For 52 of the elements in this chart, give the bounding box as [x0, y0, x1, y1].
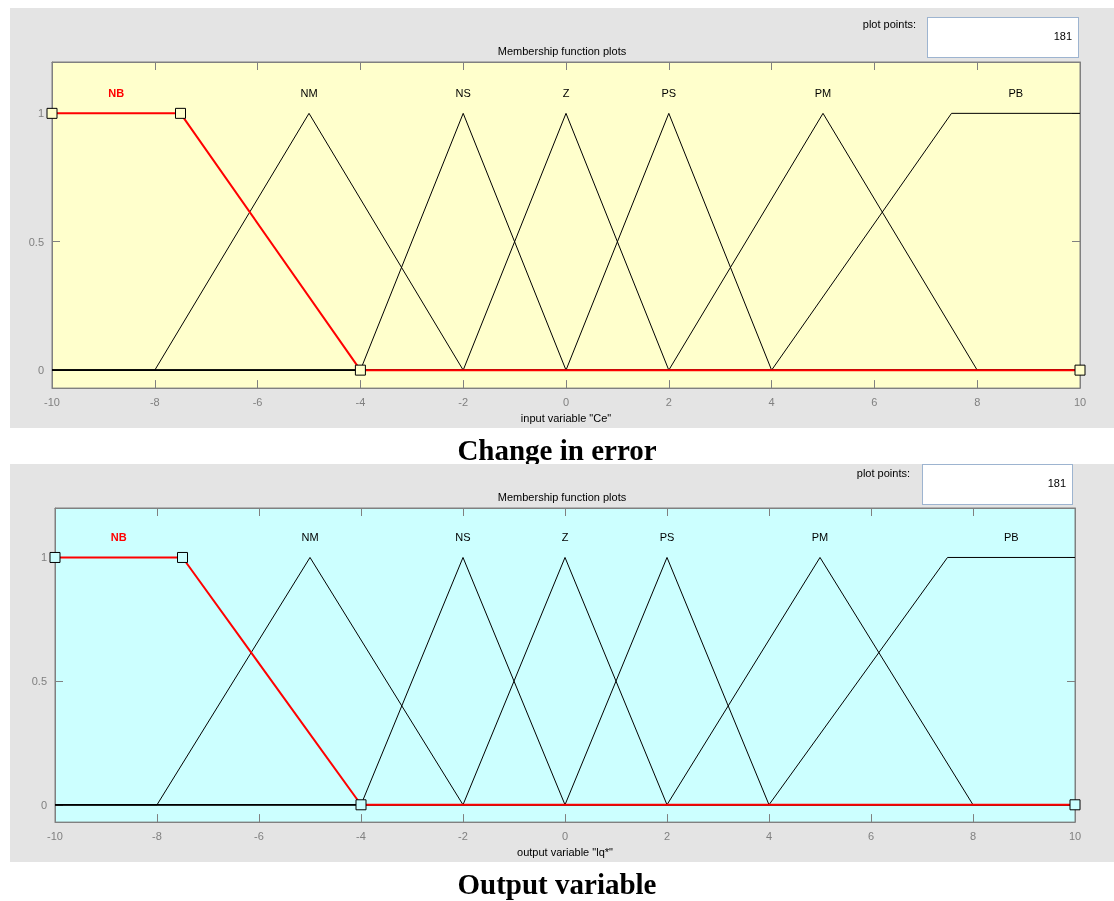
x-tick-label: -8 [149, 395, 160, 408]
text-field: 181 [927, 17, 1079, 58]
text: plot points: [856, 467, 910, 479]
x-tick-label: 4 [765, 829, 773, 842]
text-field: 181 [922, 464, 1073, 505]
x-axis-title: input variable "Ce" [520, 411, 612, 424]
series-label: NB [110, 531, 127, 544]
x-tick-label: 2 [665, 395, 672, 408]
x-tick-label: 6 [867, 829, 875, 842]
series-label: PB [1008, 87, 1024, 100]
series-label: PS [659, 531, 675, 544]
text: Change in error [456, 434, 658, 467]
x-tick-label: -4 [356, 829, 366, 842]
text: plot points: [862, 18, 916, 30]
x-tick-label: -6 [252, 395, 263, 408]
series-label: PS [661, 87, 677, 100]
series-label: PM [814, 87, 832, 100]
y-tick-label: 1 [40, 551, 47, 564]
x-tick-label: -2 [458, 395, 469, 408]
x-tick-label: 10 [1068, 829, 1082, 842]
x-tick-label: 6 [871, 395, 878, 408]
series-label: NS [455, 87, 471, 100]
series-label: NM [301, 531, 319, 544]
x-tick-label: -10 [44, 395, 60, 408]
y-tick-label: 0.5 [28, 235, 44, 248]
series-label: NB [108, 87, 125, 100]
chart-title: Membership function plots [497, 44, 627, 57]
y-tick-label: 0.5 [31, 675, 47, 688]
x-tick-label: 8 [974, 395, 981, 408]
series-label: PB [1003, 531, 1019, 544]
series-label: PM [811, 531, 829, 544]
text: Output variable [456, 868, 658, 901]
series-label: NS [455, 531, 471, 544]
y-tick-label: 0 [37, 364, 44, 377]
x-tick-label: 2 [663, 829, 671, 842]
x-axis-title: output variable "lq*" [517, 845, 614, 858]
series-label: Z [561, 531, 569, 544]
x-tick-label: -4 [355, 395, 366, 408]
x-tick-label: -6 [254, 829, 264, 842]
series-label: Z [562, 87, 570, 100]
x-tick-label: 8 [969, 829, 977, 842]
x-tick-label: -8 [152, 829, 162, 842]
x-tick-label: -2 [458, 829, 468, 842]
x-tick-label: -10 [47, 829, 63, 842]
x-tick-label: 0 [561, 829, 569, 842]
series-label: NM [300, 87, 318, 100]
x-tick-label: 0 [562, 395, 570, 408]
y-tick-label: 1 [37, 107, 44, 120]
x-tick-label: 10 [1073, 395, 1087, 408]
x-tick-label: 4 [768, 395, 775, 408]
chart-title: Membership function plots [497, 490, 627, 503]
y-tick-label: 0 [40, 798, 47, 811]
